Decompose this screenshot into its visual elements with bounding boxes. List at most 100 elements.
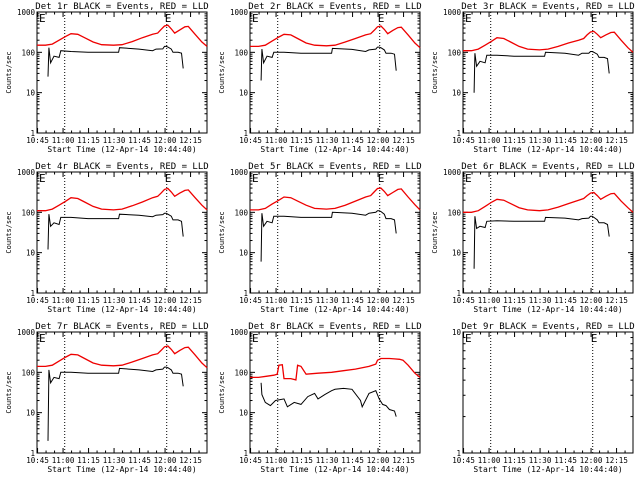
x-tick-label: 11:15 xyxy=(503,456,526,465)
y-tick-label: 1000 xyxy=(443,8,462,17)
x-tick-label: 12:00 xyxy=(154,296,177,305)
x-tick-label: 11:00 xyxy=(265,296,288,305)
plot-frame xyxy=(36,11,208,134)
x-tick-label: 11:00 xyxy=(478,136,501,145)
events-series-line xyxy=(260,46,397,81)
x-axis-label: Start Time (12-Apr-14 10:44:40) xyxy=(260,465,409,474)
x-tick-label: 12:15 xyxy=(605,456,628,465)
chart-panel-4: Det 4r BLACK = Events, RED = LLD 1 10 100 10… xyxy=(5,162,209,314)
event-marker-label: E xyxy=(165,332,172,345)
y-tick-label: 100 xyxy=(21,48,35,57)
y-tick-label: 1 xyxy=(243,449,248,458)
chart-title: Det 4r BLACK = Events, RED = LLD xyxy=(35,162,208,172)
chart-title: Det 9r BLACK = Events, RED = LLD xyxy=(461,322,634,332)
x-tick-label: 12:15 xyxy=(179,296,202,305)
x-axis-label: Start Time (12-Apr-14 10:44:40) xyxy=(473,465,622,474)
x-tick-label: 12:15 xyxy=(179,136,202,145)
x-tick-label: 10:45 xyxy=(26,136,49,145)
x-axis-label: Start Time (12-Apr-14 10:44:40) xyxy=(473,145,622,154)
x-tick-label: 10:45 xyxy=(239,296,262,305)
chart-title: Det 3r BLACK = Events, RED = LLD xyxy=(461,2,634,12)
event-marker-label: E xyxy=(591,12,598,25)
x-tick-label: 11:45 xyxy=(128,296,151,305)
plot-frame xyxy=(462,331,634,454)
x-tick-label: 11:15 xyxy=(77,296,100,305)
y-tick-label: 1000 xyxy=(17,328,36,337)
x-tick-label: 10:45 xyxy=(26,296,49,305)
y-tick-label: 100 xyxy=(234,368,248,377)
x-tick-label: 12:00 xyxy=(580,136,603,145)
chart-title: Det 8r BLACK = Events, RED = LLD xyxy=(248,322,421,332)
y-tick-label: 100 xyxy=(447,48,461,57)
x-tick-label: 11:30 xyxy=(103,296,126,305)
event-marker-label: E xyxy=(465,12,472,25)
events-series-line xyxy=(473,215,610,269)
chart-panel-2: Det 2r BLACK = Events, RED = LLD 1 10 100 10… xyxy=(218,2,422,154)
plot-frame xyxy=(462,11,634,134)
x-axis-label: Start Time (12-Apr-14 10:44:40) xyxy=(47,305,196,314)
lld-series-line xyxy=(250,187,421,211)
x-tick-label: 11:45 xyxy=(341,296,364,305)
lld-series-line xyxy=(250,25,421,49)
y-axis-label: Counts/sec xyxy=(218,371,226,413)
x-tick-label: 12:15 xyxy=(392,136,415,145)
x-tick-label: 12:15 xyxy=(605,136,628,145)
x-axis-label: Start Time (12-Apr-14 10:44:40) xyxy=(47,465,196,474)
y-tick-label: 1000 xyxy=(17,168,36,177)
event-marker-label: E xyxy=(165,172,172,185)
x-tick-label: 11:45 xyxy=(554,296,577,305)
x-tick-label: 11:00 xyxy=(478,456,501,465)
events-series-line xyxy=(260,210,397,262)
y-axis-label: Counts/sec xyxy=(218,211,226,253)
event-marker-label: E xyxy=(591,172,598,185)
chart-title: Det 7r BLACK = Events, RED = LLD xyxy=(35,322,208,332)
x-tick-label: 11:30 xyxy=(316,136,339,145)
lld-series-line xyxy=(37,187,208,212)
x-axis-label: Start Time (12-Apr-14 10:44:40) xyxy=(473,305,622,314)
y-tick-label: 10 xyxy=(452,328,462,337)
y-tick-label: 10 xyxy=(239,89,249,98)
x-tick-label: 12:15 xyxy=(392,456,415,465)
x-tick-label: 12:00 xyxy=(367,136,390,145)
y-tick-label: 1 xyxy=(30,129,35,138)
event-marker-label: E xyxy=(465,332,472,345)
y-tick-label: 1000 xyxy=(443,168,462,177)
event-marker-label: E xyxy=(378,12,385,25)
y-tick-label: 1 xyxy=(30,449,35,458)
chart-title: Det 6r BLACK = Events, RED = LLD xyxy=(461,162,634,172)
x-tick-label: 11:00 xyxy=(52,296,75,305)
x-axis-label: Start Time (12-Apr-14 10:44:40) xyxy=(47,145,196,154)
plot-frame xyxy=(462,171,634,294)
y-tick-label: 100 xyxy=(234,208,248,217)
event-marker-label: E xyxy=(252,332,259,345)
y-tick-label: 1000 xyxy=(230,8,249,17)
x-tick-label: 11:00 xyxy=(478,296,501,305)
x-tick-label: 11:30 xyxy=(103,456,126,465)
chart-panel-7: Det 7r BLACK = Events, RED = LLD 1 10 100 10… xyxy=(5,322,209,474)
x-tick-label: 11:30 xyxy=(529,136,552,145)
x-tick-label: 12:00 xyxy=(580,296,603,305)
y-tick-label: 1 xyxy=(456,289,461,298)
y-tick-label: 10 xyxy=(239,409,249,418)
x-tick-label: 11:00 xyxy=(52,456,75,465)
x-tick-label: 11:15 xyxy=(290,136,313,145)
x-tick-label: 11:30 xyxy=(103,136,126,145)
plot-frame xyxy=(249,171,421,294)
event-marker-label: E xyxy=(378,172,385,185)
x-tick-label: 11:15 xyxy=(77,456,100,465)
x-tick-label: 10:45 xyxy=(239,136,262,145)
y-axis-label: Counts/sec xyxy=(5,51,13,93)
y-axis-label: Counts/sec xyxy=(431,51,439,93)
x-tick-label: 11:30 xyxy=(316,456,339,465)
x-tick-label: 11:15 xyxy=(77,136,100,145)
y-tick-label: 10 xyxy=(452,249,462,258)
event-marker-label: E xyxy=(165,12,172,25)
x-tick-label: 12:15 xyxy=(179,456,202,465)
x-tick-label: 12:00 xyxy=(154,136,177,145)
x-tick-label: 11:45 xyxy=(341,456,364,465)
x-tick-label: 11:15 xyxy=(503,136,526,145)
x-tick-label: 10:45 xyxy=(452,296,475,305)
events-series-line xyxy=(47,366,184,441)
x-tick-label: 11:45 xyxy=(554,456,577,465)
events-series-line xyxy=(47,45,184,77)
